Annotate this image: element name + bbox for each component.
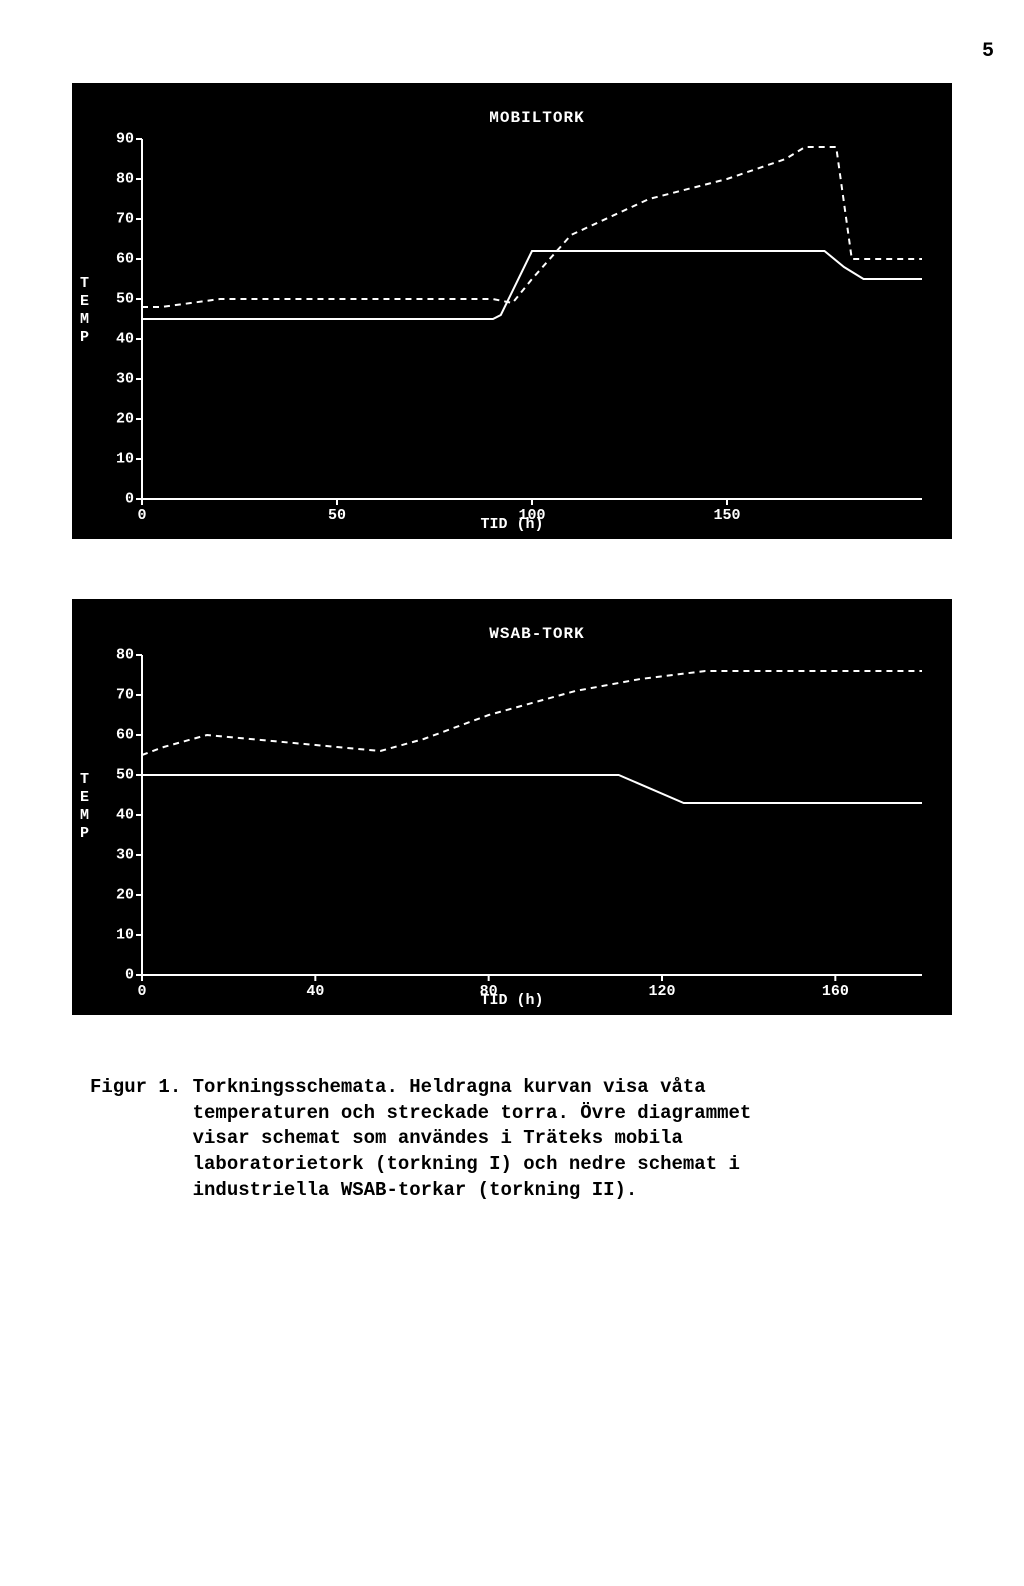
ytick-label: 0 [106, 967, 134, 984]
ytick-label: 0 [106, 491, 134, 508]
chart2-ylabel: TEMP [80, 771, 89, 843]
ytick-label: 20 [106, 411, 134, 428]
xtick-label: 120 [648, 983, 675, 1000]
xtick-label: 160 [822, 983, 849, 1000]
xtick-label: 80 [480, 983, 498, 1000]
ytick-label: 40 [106, 807, 134, 824]
series-dashed [142, 671, 922, 755]
series-dashed [142, 147, 922, 307]
xtick-label: 150 [713, 507, 740, 524]
ytick-label: 30 [106, 847, 134, 864]
ytick-label: 70 [106, 211, 134, 228]
ytick-label: 70 [106, 687, 134, 704]
ytick-label: 80 [106, 171, 134, 188]
chart1-plot [142, 139, 922, 499]
ytick-label: 50 [106, 291, 134, 308]
ytick-label: 10 [106, 927, 134, 944]
chart2-title: WSAB-TORK [142, 619, 932, 655]
ytick-label: 60 [106, 727, 134, 744]
ytick-label: 80 [106, 647, 134, 664]
chart-mobiltork: MOBILTORK TEMP TID (h) 01020304050607080… [72, 83, 952, 539]
series-solid [142, 251, 922, 319]
page-number: 5 [30, 40, 994, 63]
xtick-label: 0 [137, 507, 146, 524]
chart-svg [142, 655, 922, 975]
chart1-ylabel: TEMP [80, 275, 89, 347]
ytick-label: 10 [106, 451, 134, 468]
ytick-label: 60 [106, 251, 134, 268]
chart2-plot [142, 655, 922, 975]
series-solid [142, 775, 922, 803]
ytick-label: 20 [106, 887, 134, 904]
figure-caption: Figur 1. Torkningsschemata. Heldragna ku… [90, 1075, 934, 1203]
chart1-title: MOBILTORK [142, 103, 932, 139]
xtick-label: 40 [306, 983, 324, 1000]
ytick-label: 90 [106, 131, 134, 148]
chart-wsabtork: WSAB-TORK TEMP TID (h) 01020304050607080… [72, 599, 952, 1015]
xtick-label: 0 [137, 983, 146, 1000]
xtick-label: 100 [518, 507, 545, 524]
ytick-label: 30 [106, 371, 134, 388]
chart-svg [142, 139, 922, 499]
ytick-label: 40 [106, 331, 134, 348]
ytick-label: 50 [106, 767, 134, 784]
xtick-label: 50 [328, 507, 346, 524]
